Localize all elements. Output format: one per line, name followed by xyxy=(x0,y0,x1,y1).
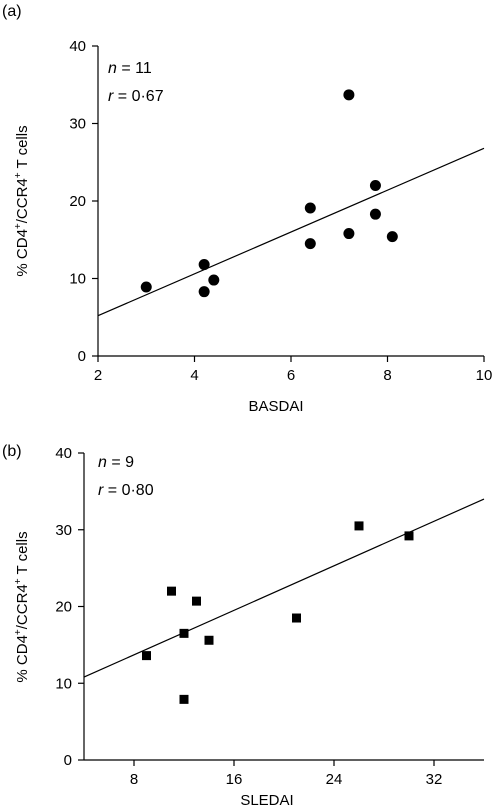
data-point xyxy=(369,208,381,220)
data-point xyxy=(198,259,210,271)
y-tick-label: 10 xyxy=(55,675,72,692)
data-point xyxy=(179,694,189,704)
data-point xyxy=(292,613,301,623)
x-tick-label: 4 xyxy=(190,367,198,384)
x-tick-label: 32 xyxy=(426,771,443,788)
x-tick-label: 10 xyxy=(476,367,492,384)
y-axis-title-b: % CD4+/CCR4+ T cells xyxy=(13,531,31,682)
data-point xyxy=(369,180,381,191)
y-ticks-b: 0 10 20 30 40 xyxy=(55,445,84,769)
data-point xyxy=(404,531,414,541)
x-ticks-a: 2 4 6 8 10 xyxy=(94,356,492,384)
data-point xyxy=(204,635,214,645)
data-point xyxy=(304,202,316,214)
y-tick-label: 20 xyxy=(55,599,72,616)
panel-label-a: (a) xyxy=(2,3,22,20)
data-point xyxy=(198,286,210,298)
data-point xyxy=(343,228,355,240)
chart-panel-b: (b) 0 10 20 30 40 8 16 24 32 n = 9 r = 0·80 SLE… xyxy=(2,443,485,809)
y-tick-label: 40 xyxy=(55,445,72,462)
y-tick-label: 20 xyxy=(69,193,86,210)
data-point xyxy=(343,89,355,101)
data-point xyxy=(140,281,152,293)
data-point xyxy=(208,274,220,286)
y-tick-label: 0 xyxy=(64,752,72,769)
x-tick-label: 2 xyxy=(94,367,102,384)
regression-line-a xyxy=(97,147,485,317)
y-tick-label: 40 xyxy=(69,38,86,55)
data-point xyxy=(354,521,364,531)
data-points-a xyxy=(140,89,398,298)
y-tick-label: 0 xyxy=(78,348,86,365)
data-point xyxy=(192,596,201,606)
x-tick-label: 16 xyxy=(226,771,243,788)
regression-line-b xyxy=(83,498,485,678)
annotation-n-a: n = 11 xyxy=(108,60,152,77)
x-tick-label: 8 xyxy=(130,771,138,788)
y-tick-label: 10 xyxy=(69,271,86,288)
panel-label-b: (b) xyxy=(2,443,22,460)
data-point xyxy=(142,651,151,661)
annotation-n-b: n = 9 xyxy=(98,454,134,471)
data-point xyxy=(179,628,189,638)
data-points-b xyxy=(142,521,414,704)
y-ticks-a: 0 10 20 30 40 xyxy=(69,38,98,365)
annotation-r-a: r = 0·67 xyxy=(108,88,164,105)
x-axis-title-b: SLEDAI xyxy=(240,792,293,809)
chart-panel-a: (a) 0 10 20 30 40 2 4 6 8 10 n = 11 r = 0·67 BAS… xyxy=(2,3,492,415)
data-point xyxy=(304,238,316,250)
data-point xyxy=(167,586,176,596)
x-tick-label: 8 xyxy=(383,367,391,384)
x-tick-label: 24 xyxy=(326,771,343,788)
annotation-r-b: r = 0·80 xyxy=(98,482,154,499)
data-point xyxy=(386,231,398,243)
x-ticks-b: 8 16 24 32 xyxy=(130,760,443,788)
x-tick-label: 6 xyxy=(287,367,295,384)
y-tick-label: 30 xyxy=(69,116,86,133)
y-axis-title-a: % CD4+/CCR4+ T cells xyxy=(13,125,31,276)
y-tick-label: 30 xyxy=(55,522,72,539)
x-axis-title-a: BASDAI xyxy=(248,398,303,415)
